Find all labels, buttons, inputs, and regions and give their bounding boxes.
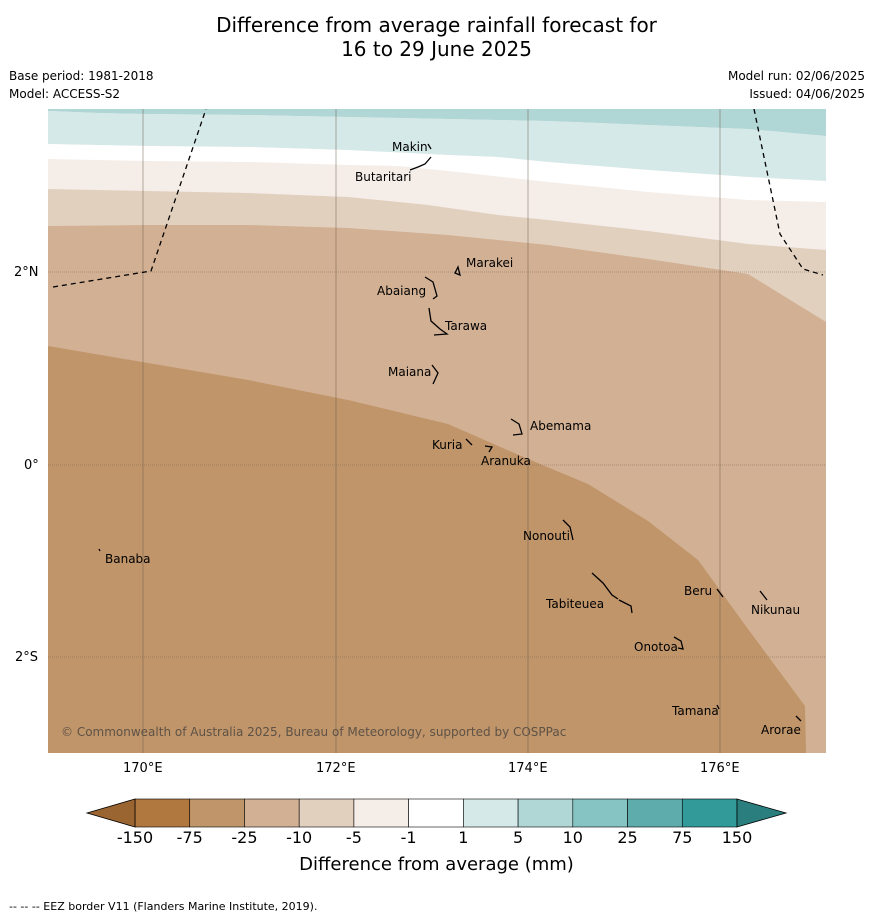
colorbar-bin-3 (298, 798, 355, 828)
island-label-banaba: Banaba (105, 552, 151, 566)
island-shapes (98, 143, 802, 722)
island-label-makin: Makin (392, 140, 428, 154)
island-marakei-shape (454, 265, 461, 277)
island-label-abemama: Abemama (530, 419, 591, 433)
model-run-text: Model run: 02/06/2025 (727, 69, 865, 83)
island-label-aranuka: Aranuka (481, 454, 531, 468)
footnote-eez: -- -- -- EEZ border V11 (Flanders Marine… (9, 900, 318, 913)
rainfall-map: Makin Butaritari Marakei Abaiang Tarawa … (48, 109, 826, 753)
colorbar-tick-label: 25 (617, 828, 638, 847)
island-nonouti-shape (562, 519, 574, 541)
colorbar-tick-label: -75 (176, 828, 203, 847)
island-label-nikunau: Nikunau (751, 603, 800, 617)
band-plus1-5 (48, 111, 826, 181)
island-label-abaiang: Abaiang (377, 284, 426, 298)
lat-tick-2n: 2°N (14, 265, 39, 280)
colorbar-bin-9 (627, 798, 683, 828)
colorbar-tick-label: 150 (721, 828, 753, 847)
colorbar-tick-label: -150 (116, 828, 154, 847)
island-banaba-shape (98, 548, 101, 552)
island-label-nonouti: Nonouti (523, 529, 570, 543)
island-makin-shape (427, 143, 432, 150)
island-label-tarawa: Tarawa (444, 319, 487, 333)
colorbar-bin-10 (681, 798, 738, 828)
band-neg75-neg25 (48, 346, 806, 753)
island-aranuka-shape (484, 445, 494, 453)
island-abaiang-shape (424, 276, 438, 300)
colorbar-bin-2 (244, 798, 300, 828)
chart-title-line-2: 16 to 29 June 2025 (341, 37, 532, 61)
colorbar-bin-8 (572, 798, 628, 828)
island-tabiteuea-shape (591, 572, 633, 614)
colorbar-right-extension (736, 798, 788, 828)
colorbar-left-extension (86, 798, 136, 828)
chart-title-line-1: Difference from average rainfall forecas… (216, 13, 657, 37)
band-white (48, 144, 826, 202)
island-label-marakei: Marakei (466, 256, 513, 270)
band-plus5-10 (48, 109, 826, 136)
colorbar-tick-label: -10 (286, 828, 313, 847)
island-label-beru: Beru (684, 584, 712, 598)
colorbar-title: Difference from average (mm) (299, 854, 574, 875)
island-nikunau-shape (759, 590, 768, 601)
island-label-kuria: Kuria (432, 438, 463, 452)
colorbar-tick-label: 1 (458, 828, 469, 847)
island-label-tabiteuea: Tabiteuea (545, 597, 604, 611)
colorbar-bin-6 (463, 798, 519, 828)
grid-lines (48, 109, 826, 753)
lon-tick-174e: 174°E (508, 761, 548, 776)
colorbar-tick-label: 10 (562, 828, 583, 847)
island-abemama-shape (510, 418, 523, 436)
island-onotoa-shape (673, 636, 684, 650)
colorbar-tick-label: -5 (345, 828, 362, 847)
colorbar-tick-label: 75 (672, 828, 693, 847)
base-period-text: Base period: 1981-2018 (9, 69, 154, 83)
colorbar-bin-4 (353, 798, 409, 828)
colorbar (86, 798, 788, 828)
colorbar-tick-label: -1 (400, 828, 417, 847)
colorbar-bin-1 (189, 798, 245, 828)
island-label-butaritari: Butaritari (355, 170, 412, 184)
island-arorae-shape (795, 715, 802, 722)
model-text: Model: ACCESS-S2 (9, 87, 121, 101)
issued-text: Issued: 04/06/2025 (749, 87, 865, 101)
colorbar-bin-0 (134, 798, 191, 828)
lon-tick-172e: 172°E (316, 761, 356, 776)
island-kuria-shape (465, 438, 473, 446)
copyright-text: © Commonwealth of Australia 2025, Bureau… (61, 725, 566, 739)
island-label-onotoa: Onotoa (634, 640, 678, 654)
island-tarawa-shape (428, 307, 449, 336)
colorbar-bin-5 (408, 798, 464, 828)
colorbar-bin-7 (517, 798, 574, 828)
island-beru-shape (716, 588, 724, 598)
island-label-tamana: Tamana (671, 704, 719, 718)
colorbar-tick-label: -25 (231, 828, 258, 847)
lon-tick-176e: 176°E (700, 761, 740, 776)
eez-border-east (753, 109, 824, 276)
colorbar-tick-label: 5 (512, 828, 524, 847)
island-label-arorae: Arorae (761, 723, 801, 737)
island-maiana-shape (431, 364, 439, 385)
island-tamana-shape (716, 704, 720, 710)
lat-tick-0: 0° (24, 458, 39, 473)
lat-tick-2s: 2°S (15, 650, 39, 665)
lon-tick-170e: 170°E (123, 761, 163, 776)
eez-border-west (52, 109, 207, 288)
island-label-maiana: Maiana (388, 365, 431, 379)
island-butaritari-shape (409, 156, 432, 171)
